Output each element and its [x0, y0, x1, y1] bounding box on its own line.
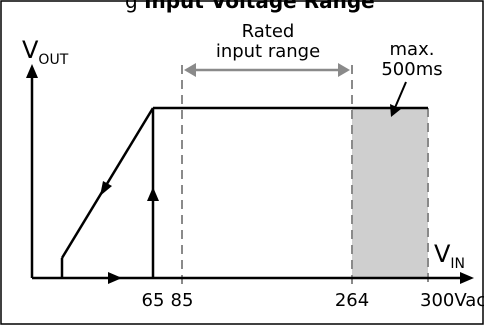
tick-65-label: 65 — [142, 290, 165, 311]
tick-300-label: 300Vac — [420, 290, 484, 311]
turn-on-up-arrowhead — [147, 187, 159, 201]
tick-85-label: 85 — [171, 290, 194, 311]
x-axis-label: VIN — [434, 240, 465, 272]
overvoltage-shade-region — [352, 108, 428, 278]
rated-label-line2: input range — [216, 41, 320, 62]
max-pointer-line — [393, 81, 407, 111]
y-axis-arrowhead — [26, 64, 38, 78]
rated-range-arrowhead-left — [184, 63, 196, 77]
max-label-line1: max. — [390, 39, 435, 60]
y-axis-label: VOUT — [22, 36, 69, 68]
rated-range-arrowhead-right — [338, 63, 350, 77]
max-label-line2: 500ms — [381, 59, 442, 80]
x-tick-labels: 65 85 264 300Vac — [142, 290, 484, 311]
x-axis-arrowhead — [460, 272, 474, 284]
tick-264-label: 264 — [335, 290, 369, 311]
turn-off-down-arrowhead — [100, 181, 112, 196]
baseline-right-arrowhead — [108, 272, 122, 284]
diagram-title: g Input Voltage Range — [125, 0, 375, 13]
rated-label-line1: Rated — [242, 21, 295, 42]
turn-off-diagonal-line — [60, 107, 155, 259]
